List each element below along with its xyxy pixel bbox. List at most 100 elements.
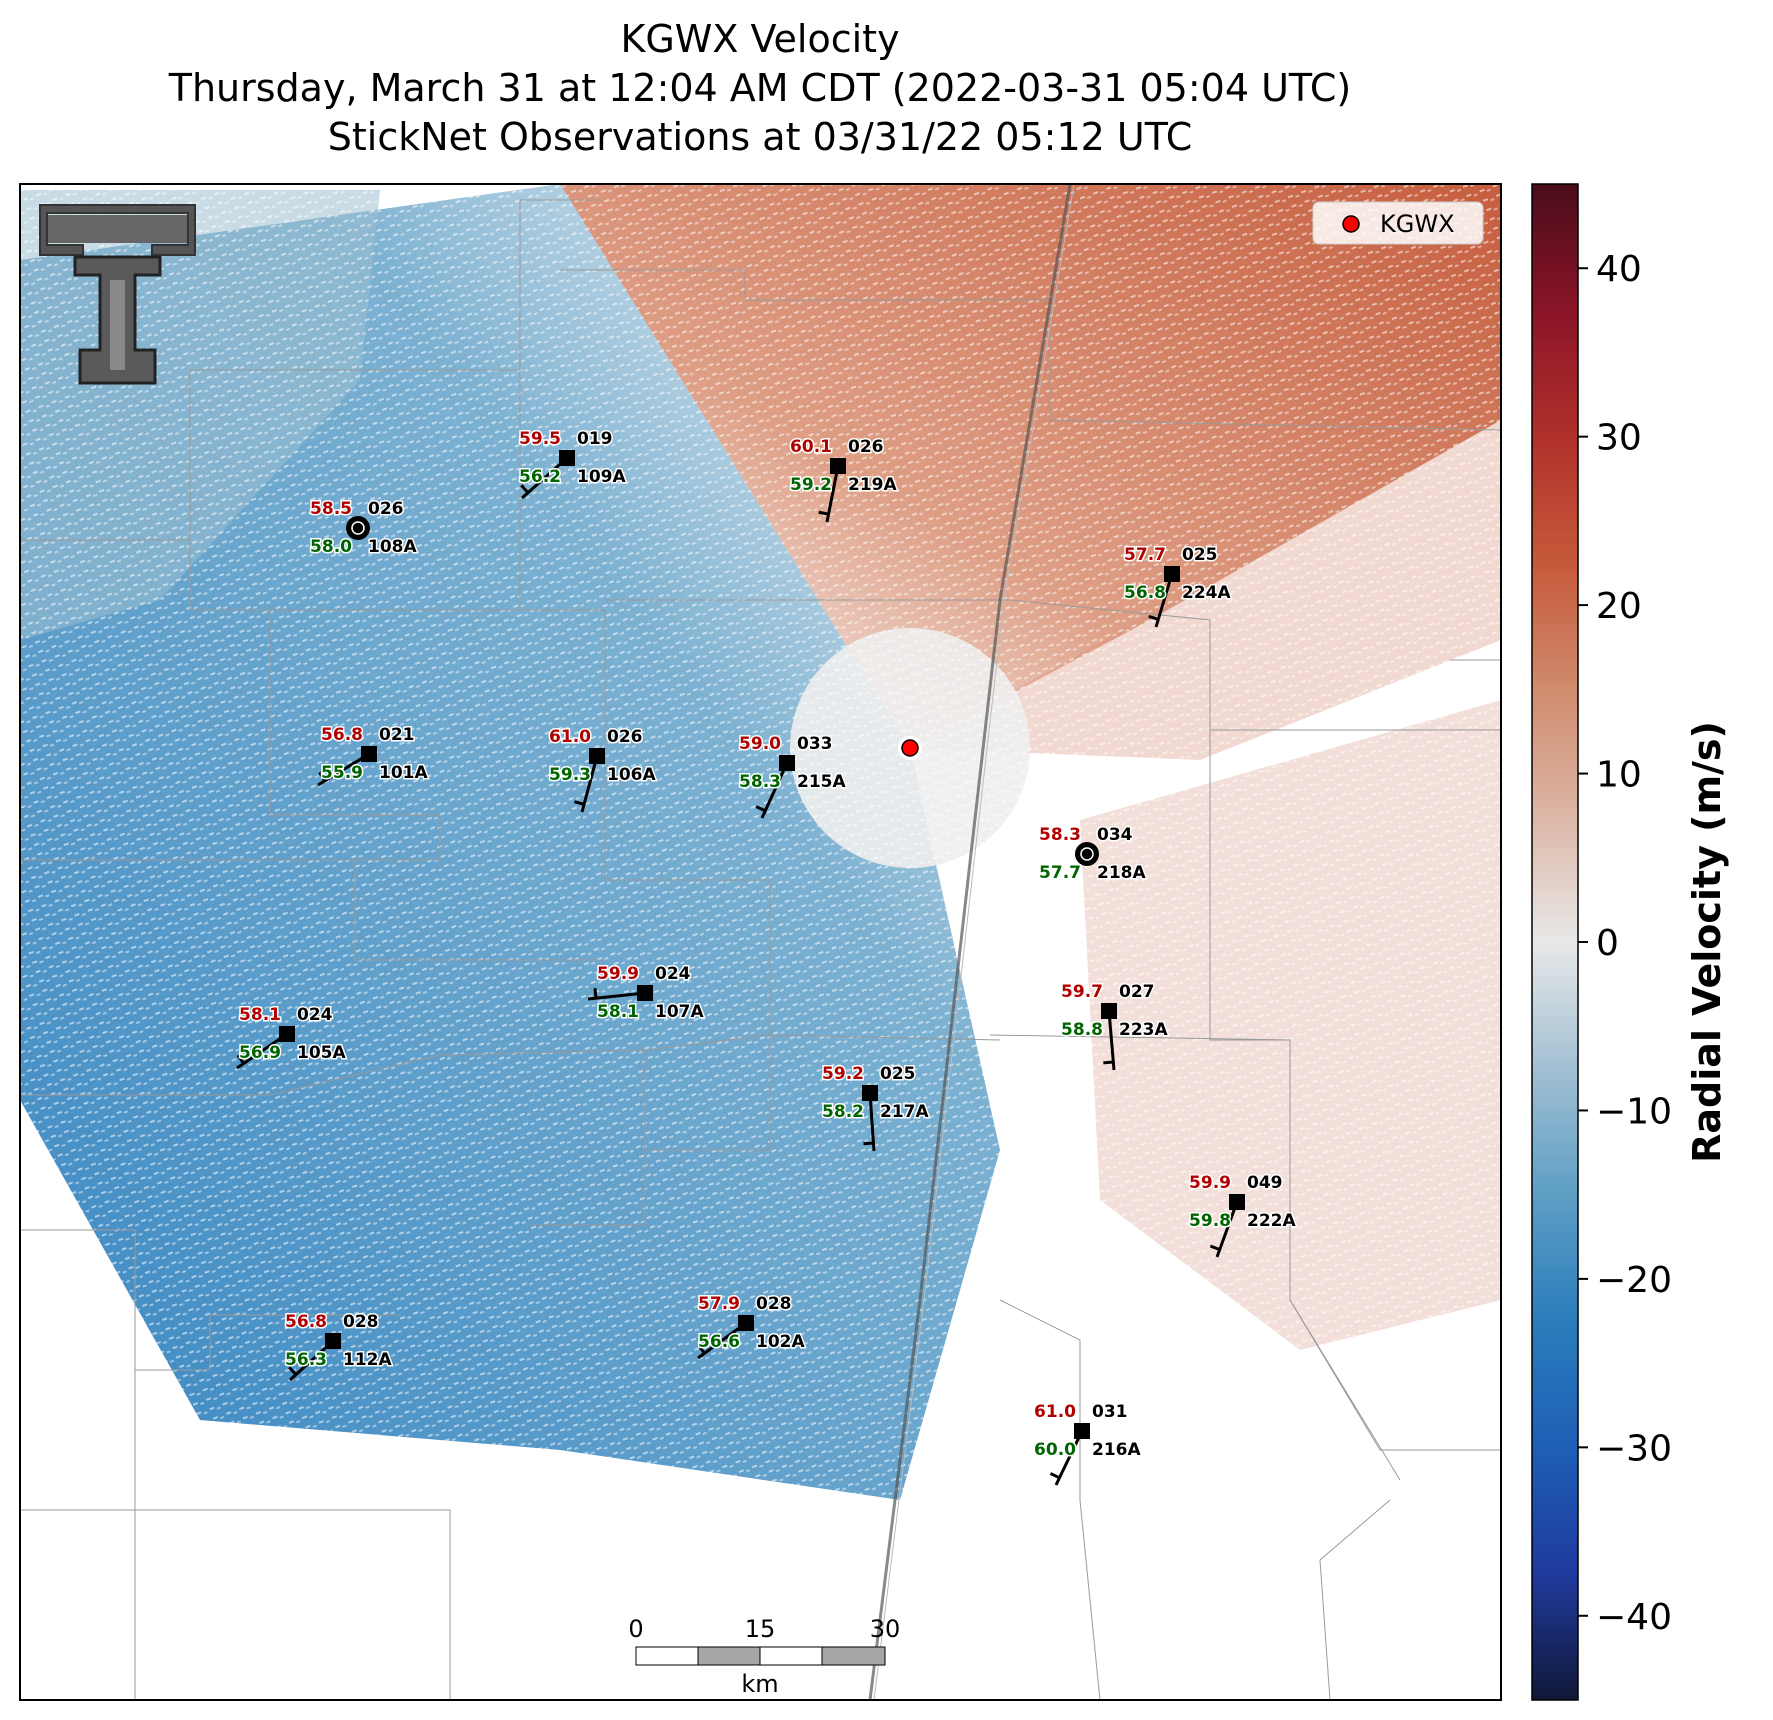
wind-barb — [825, 465, 840, 523]
station-id: 025 — [1182, 545, 1218, 565]
scale-tick-15: 15 — [745, 1615, 776, 1643]
station-101A[interactable]: 56.8 021 55.9 101A — [317, 724, 430, 787]
colorbar-tick-label: 10 — [1596, 755, 1642, 796]
wind-barb-feather — [697, 1344, 706, 1355]
station-probe-id: 224A — [1182, 583, 1231, 603]
station-temperature: 59.7 — [1061, 982, 1103, 1002]
calm-wind-ring — [351, 521, 365, 535]
wind-barb — [868, 1092, 876, 1152]
colorbar-tick-label: −30 — [1596, 1428, 1672, 1469]
station-222A[interactable]: 59.9 049 59.8 222A — [1188, 1172, 1298, 1258]
colorbar-tick-label: −40 — [1596, 1597, 1672, 1638]
station-id: 021 — [379, 725, 415, 745]
wind-barb — [1107, 1010, 1116, 1071]
colorbar-tick-label: −20 — [1596, 1260, 1672, 1301]
station-probe-id: 222A — [1247, 1211, 1296, 1231]
wind-barb-feather — [574, 800, 585, 806]
station-temperature: 59.9 — [1189, 1173, 1231, 1193]
station-217A[interactable]: 59.2 025 58.2 217A — [821, 1063, 931, 1152]
station-marker — [589, 748, 605, 764]
wind-barb — [1154, 573, 1174, 628]
station-dewpoint: 60.0 — [1034, 1440, 1076, 1460]
title-line-1: KGWX Velocity — [620, 17, 899, 61]
wind-barb — [317, 752, 370, 787]
calm-wind-marker — [1075, 842, 1099, 866]
wind-barb-feather — [1049, 1472, 1061, 1480]
station-marker — [1164, 566, 1180, 582]
station-temperature: 57.9 — [698, 1294, 740, 1314]
station-dewpoint: 59.2 — [790, 475, 832, 495]
velocity-field — [20, 184, 1501, 1700]
station-marker — [1229, 1194, 1245, 1210]
map-frame — [19, 183, 1502, 1701]
colorbar-tick-label: 20 — [1596, 586, 1642, 627]
legend-label: KGWX — [1380, 210, 1455, 238]
station-probe-id: 107A — [655, 1002, 704, 1022]
wind-barb-feather — [520, 484, 530, 494]
station-dewpoint: 56.8 — [1124, 583, 1166, 603]
station-109A[interactable]: 59.5 019 56.2 109A — [518, 428, 628, 500]
wind-barb-feather — [863, 1141, 874, 1146]
station-marker — [862, 1085, 878, 1101]
colorbar-label: Radial Velocity (m/s) — [1685, 721, 1729, 1163]
station-id: 027 — [1119, 982, 1155, 1002]
station-marker — [1074, 1423, 1090, 1439]
station-dewpoint: 59.8 — [1189, 1211, 1231, 1231]
colorbar-tick-label: 40 — [1596, 249, 1642, 290]
station-marker — [637, 985, 653, 1001]
station-224A[interactable]: 57.7 025 56.8 224A — [1123, 544, 1233, 628]
station-dewpoint: 58.8 — [1061, 1020, 1103, 1040]
station-marker — [559, 450, 575, 466]
station-dewpoint: 58.3 — [739, 772, 781, 792]
station-id: 033 — [797, 734, 833, 754]
legend: KGWX — [1312, 201, 1484, 245]
station-temperature: 61.0 — [549, 727, 591, 747]
station-108A[interactable]: 58.5 026 58.0 108A — [309, 498, 419, 559]
texas-tech-logo — [39, 204, 196, 385]
station-112A[interactable]: 56.8 028 56.3 112A — [284, 1311, 394, 1382]
station-temperature: 56.8 — [285, 1312, 327, 1332]
colorbar-tick-label: 30 — [1596, 418, 1642, 459]
map-panel[interactable] — [20, 184, 1501, 1700]
station-id: 024 — [655, 964, 691, 984]
wind-barb — [760, 762, 789, 819]
station-dewpoint: 56.9 — [239, 1043, 281, 1063]
station-id: 026 — [848, 437, 884, 457]
station-102A[interactable]: 57.9 028 56.6 102A — [697, 1293, 807, 1360]
station-105A[interactable]: 58.1 024 56.9 105A — [236, 1004, 348, 1070]
station-temperature: 59.5 — [519, 429, 561, 449]
wind-barb — [587, 991, 646, 1001]
station-id: 028 — [756, 1294, 792, 1314]
station-marker — [361, 746, 377, 762]
county-lines — [20, 199, 1501, 1700]
scale-unit: km — [741, 1670, 778, 1698]
wind-barb-feather — [593, 988, 598, 999]
station-216A[interactable]: 61.0 031 60.0 216A — [1033, 1401, 1143, 1486]
station-id: 049 — [1247, 1173, 1283, 1193]
station-106A[interactable]: 61.0 026 59.3 106A — [548, 726, 658, 813]
radar-site-marker[interactable] — [898, 736, 922, 760]
station-marker — [1101, 1003, 1117, 1019]
station-probe-id: 101A — [379, 763, 428, 783]
wind-barb-feather — [1209, 1244, 1221, 1251]
station-probe-id: 108A — [368, 537, 417, 557]
station-probe-id: 223A — [1119, 1020, 1168, 1040]
station-218A[interactable]: 58.3 034 57.7 218A — [1038, 824, 1148, 885]
station-223A[interactable]: 59.7 027 58.8 223A — [1060, 981, 1170, 1071]
station-temperature: 58.1 — [239, 1005, 281, 1025]
station-probe-id: 109A — [577, 467, 626, 487]
station-id: 034 — [1097, 825, 1133, 845]
station-marker — [325, 1333, 341, 1349]
station-temperature: 59.2 — [822, 1064, 864, 1084]
station-107A[interactable]: 59.9 024 58.1 107A — [587, 963, 706, 1024]
title-line-2: Thursday, March 31 at 12:04 AM CDT (2022… — [168, 66, 1352, 110]
station-marker — [738, 1315, 754, 1331]
station-219A[interactable]: 60.1 026 59.2 219A — [789, 436, 899, 523]
station-215A[interactable]: 59.0 033 58.3 215A — [738, 733, 848, 819]
station-probe-id: 102A — [756, 1332, 805, 1352]
colorbar-tick-label: 0 — [1596, 923, 1619, 964]
station-temperature: 57.7 — [1124, 545, 1166, 565]
station-dewpoint: 58.1 — [597, 1002, 639, 1022]
